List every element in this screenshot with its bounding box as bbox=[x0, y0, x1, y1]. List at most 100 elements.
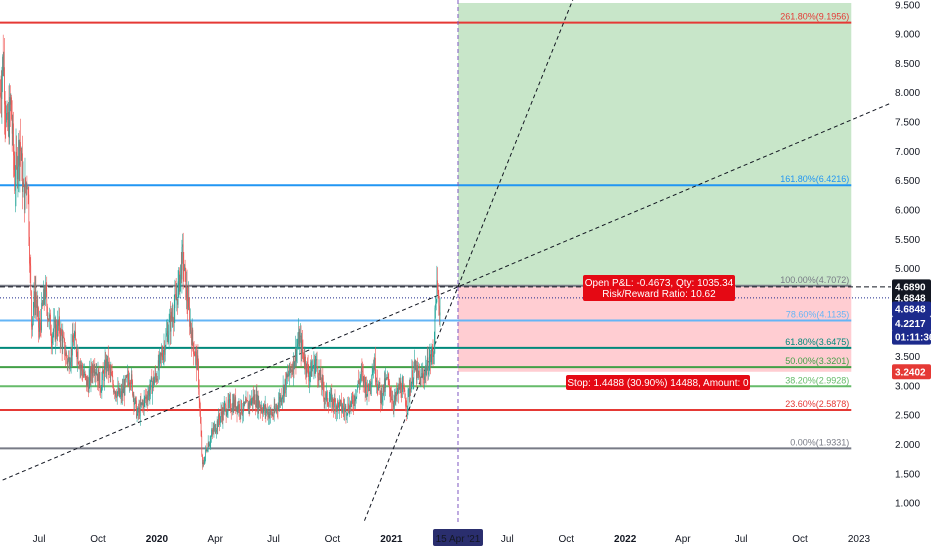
candle-body bbox=[54, 320, 56, 340]
candle-body bbox=[47, 306, 48, 319]
time-tick: Oct bbox=[325, 534, 341, 545]
candle-body bbox=[39, 322, 41, 332]
candle-body bbox=[102, 370, 103, 381]
candle-body bbox=[147, 395, 149, 402]
candle-body bbox=[398, 387, 399, 393]
candle-body bbox=[331, 393, 333, 408]
candle-body bbox=[187, 301, 189, 309]
candle-body bbox=[164, 346, 166, 355]
candle-body bbox=[161, 352, 162, 356]
candle-body bbox=[102, 370, 104, 374]
candle-body bbox=[34, 291, 35, 307]
candle-body bbox=[13, 155, 15, 170]
candle-body bbox=[106, 358, 108, 368]
candle-body bbox=[417, 365, 418, 372]
candle-body bbox=[105, 358, 107, 374]
candle-body bbox=[312, 367, 314, 369]
candle-body bbox=[266, 411, 267, 413]
candle-body bbox=[224, 404, 226, 406]
candle-body bbox=[357, 380, 359, 387]
price-axis[interactable]: 1.0001.5002.0002.5003.0003.5004.0004.500… bbox=[891, 0, 932, 550]
candle-body bbox=[62, 336, 64, 348]
candle-body bbox=[303, 352, 304, 361]
candle-body bbox=[179, 271, 180, 292]
candle-body bbox=[27, 188, 28, 190]
time-axis[interactable]: Jul Oct 2020 Apr Jul Oct 2021 Jul Oct 2022 Apr Jul O… bbox=[0, 522, 932, 550]
candle-body bbox=[289, 363, 290, 376]
candle-body bbox=[130, 383, 132, 385]
candle-body bbox=[325, 398, 326, 400]
candle-body bbox=[334, 397, 336, 402]
candle-body bbox=[400, 381, 402, 394]
price-tick: 1.500 bbox=[895, 469, 920, 480]
candle-body bbox=[89, 370, 91, 382]
time-tick: Apr bbox=[675, 534, 691, 545]
candle-body bbox=[48, 314, 50, 321]
candle-body bbox=[67, 361, 69, 364]
candle-body bbox=[399, 384, 401, 389]
candle-body bbox=[47, 318, 49, 320]
candle-body bbox=[80, 364, 82, 367]
candle-body bbox=[107, 355, 109, 371]
candle-body bbox=[8, 112, 10, 138]
candle-body bbox=[93, 370, 95, 373]
candle-body bbox=[166, 333, 167, 336]
candle-body bbox=[298, 331, 299, 344]
candle-body bbox=[218, 414, 219, 428]
candle-body bbox=[24, 178, 26, 210]
price-tag-label: 4.6848 bbox=[895, 293, 926, 304]
price-tick: 6.500 bbox=[895, 176, 920, 187]
candle-body bbox=[387, 376, 388, 379]
candle-body bbox=[419, 376, 421, 386]
price-tag-label: 4.2217 bbox=[895, 319, 926, 330]
candle-body bbox=[18, 140, 19, 167]
candle-body bbox=[211, 434, 212, 437]
candle-body bbox=[292, 369, 294, 374]
candle-body bbox=[278, 396, 280, 403]
candle-body bbox=[430, 356, 432, 363]
candle-body bbox=[321, 382, 322, 388]
candle-body bbox=[255, 404, 256, 407]
pnl-label-line2: Risk/Reward Ratio: 10.62 bbox=[602, 289, 716, 300]
candle-body bbox=[301, 340, 303, 350]
candle-body bbox=[50, 335, 52, 342]
candle-body bbox=[396, 390, 397, 397]
candle-body bbox=[265, 405, 267, 413]
candle-body bbox=[31, 291, 32, 325]
candle-body bbox=[354, 395, 356, 402]
candle-body bbox=[385, 378, 386, 388]
candle-body bbox=[45, 285, 47, 292]
candle-body bbox=[120, 391, 122, 396]
candle-body bbox=[334, 397, 335, 408]
candle-body bbox=[237, 405, 238, 413]
candle-body bbox=[110, 371, 112, 373]
candle-body bbox=[296, 349, 297, 362]
candle-body bbox=[350, 403, 351, 408]
candle-body bbox=[295, 348, 297, 362]
candle-body bbox=[203, 462, 205, 464]
candle-body bbox=[168, 321, 170, 335]
candle-body bbox=[367, 384, 369, 394]
candle-body bbox=[156, 378, 158, 381]
candle-body bbox=[223, 407, 224, 415]
fib-label: 100.00%(4.7072) bbox=[780, 275, 849, 285]
candle-body bbox=[108, 364, 110, 371]
candle-body bbox=[401, 393, 402, 398]
candle-body bbox=[154, 379, 155, 385]
candle-body bbox=[65, 352, 67, 356]
candle-body bbox=[343, 408, 345, 412]
candle-body bbox=[369, 380, 370, 391]
candle-body bbox=[111, 375, 113, 377]
price-tag-label: 3.2402 bbox=[895, 367, 926, 378]
candle-body bbox=[57, 321, 58, 337]
candle-body bbox=[85, 374, 87, 376]
candle-body bbox=[362, 370, 363, 373]
candle-body bbox=[154, 373, 156, 380]
time-tick: Oct bbox=[792, 534, 808, 545]
candle-body bbox=[51, 341, 53, 344]
candle-body bbox=[260, 408, 262, 410]
candle-body bbox=[366, 382, 367, 397]
candle-body bbox=[63, 336, 64, 338]
candle-body bbox=[193, 342, 194, 354]
